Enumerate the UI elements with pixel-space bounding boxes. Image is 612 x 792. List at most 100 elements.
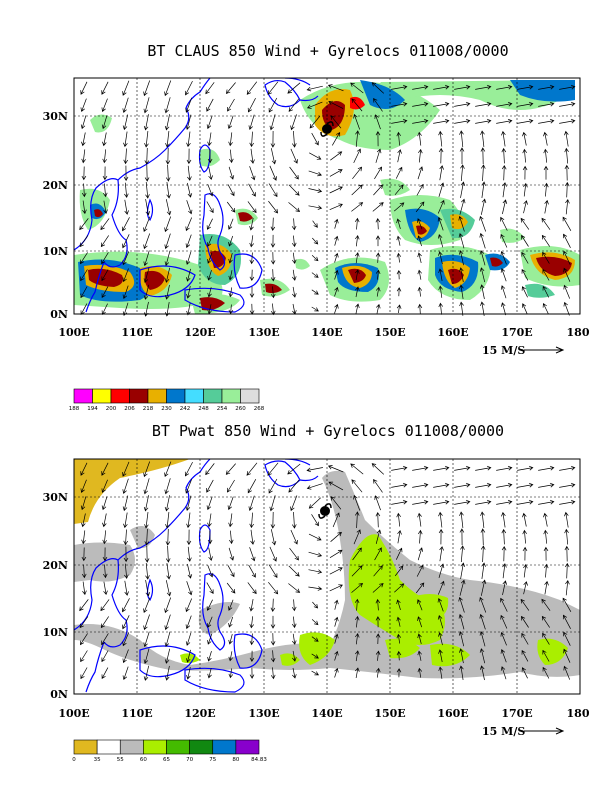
colorbar-label: 206 <box>124 406 135 412</box>
wind-arrow-icon <box>143 216 151 233</box>
wind-arrow-icon <box>164 461 172 478</box>
wind-arrow-icon <box>81 513 86 528</box>
cloud-region <box>295 258 310 270</box>
map-frame <box>73 77 581 315</box>
wind-arrow-icon <box>122 285 129 300</box>
wind-arrow-icon <box>248 495 255 511</box>
wind-arrow-icon <box>459 511 464 528</box>
wind-arrow-icon <box>122 461 130 477</box>
wind-arrow-icon <box>438 563 445 578</box>
wind-arrow-icon <box>270 598 276 613</box>
wind-arrow-icon <box>329 203 343 211</box>
wind-arrow-icon <box>81 564 87 579</box>
colorbar-swatch <box>240 388 260 404</box>
wind-arrow-icon <box>292 286 297 298</box>
wind-arrow-icon <box>396 650 402 661</box>
wind-arrow-icon <box>328 481 344 491</box>
wind-arrow-icon <box>185 632 192 646</box>
wind-arrow-icon <box>496 465 513 471</box>
wind-arrow-icon <box>502 580 508 596</box>
wind-arrow-icon <box>332 512 340 528</box>
wind-arrow-icon <box>542 649 550 662</box>
y-tick-label: 0N <box>50 688 68 701</box>
wind-arrow-icon <box>270 529 277 546</box>
wind-arrow-icon <box>247 201 257 214</box>
wind-arrow-icon <box>394 565 404 577</box>
wind-arrow-icon <box>185 97 193 113</box>
wind-arrow-icon <box>501 130 506 147</box>
wind-arrow-icon <box>559 499 576 505</box>
wind-arrow-icon <box>143 267 150 283</box>
colorbar-label: 84.83 <box>251 757 267 763</box>
wind-arrow-icon <box>433 84 450 90</box>
wind-arrow-icon <box>269 546 277 562</box>
wind-arrow-icon <box>164 597 172 614</box>
wind-arrow-icon <box>564 130 569 147</box>
wind-arrow-icon <box>164 97 171 114</box>
wind-arrow-icon <box>496 101 513 107</box>
wind-arrow-icon <box>396 616 401 627</box>
wind-arrow-icon <box>417 633 422 644</box>
wind-arrow-icon <box>479 267 486 283</box>
wind-arrow-icon <box>417 650 422 661</box>
wind-arrow-icon <box>374 547 382 561</box>
wind-arrow-icon <box>412 482 429 488</box>
wind-arrow-icon <box>544 199 549 214</box>
wind-arrow-icon <box>103 564 108 579</box>
wind-arrow-icon <box>559 118 576 124</box>
wind-arrow-icon <box>186 512 191 529</box>
wind-arrow-icon <box>433 482 450 488</box>
wind-arrow-icon <box>164 614 171 631</box>
wind-arrow-icon <box>459 528 465 546</box>
x-tick-label: 130E <box>248 326 279 339</box>
moisture-region <box>537 638 568 665</box>
x-tick-label: 120E <box>184 707 215 720</box>
wind-arrow-icon <box>229 149 234 164</box>
wind-arrow-icon <box>329 584 343 592</box>
cloud-region <box>94 209 103 218</box>
cloud-fields <box>74 80 580 314</box>
wind-arrow-icon <box>122 97 129 113</box>
map-frame <box>73 458 581 695</box>
wind-arrow-icon <box>412 118 429 124</box>
wind-arrow-icon <box>564 562 570 579</box>
wind-arrow-icon <box>480 528 486 546</box>
wind-arrow-icon <box>312 601 319 609</box>
wind-arrow-icon <box>308 569 323 574</box>
wind-arrow-icon <box>480 545 486 563</box>
wind-arrow-icon <box>433 465 450 471</box>
wind-arrow-icon <box>207 650 212 662</box>
wind-arrow-icon <box>143 648 150 664</box>
wind-arrow-icon <box>374 166 382 180</box>
wind-arrow-icon <box>249 131 254 148</box>
wind-arrow-icon <box>412 84 429 90</box>
wind-arrow-icon <box>80 269 88 282</box>
y-tick-label: 30N <box>43 110 68 123</box>
wind-arrow-icon <box>207 633 213 645</box>
wind-arrow-icon <box>270 148 277 165</box>
wind-arrow-icon <box>206 582 214 595</box>
wind-arrow-icon <box>228 287 234 298</box>
moisture-region <box>280 653 300 666</box>
wind-arrow-icon <box>207 668 212 679</box>
moisture-region <box>299 632 335 665</box>
wind-arrow-icon <box>565 580 570 596</box>
wind-arrow-icon <box>475 482 492 488</box>
wind-arrow-icon <box>355 303 360 314</box>
colorbar-swatch <box>129 388 149 404</box>
wind-arrow-icon <box>143 597 151 614</box>
wind-arrow-icon <box>375 269 381 280</box>
wind-arrow-icon <box>353 494 361 511</box>
wind-arrow-icon <box>391 118 408 124</box>
wind-arrow-icon <box>417 269 422 280</box>
wind-arrow-icon <box>460 164 465 182</box>
wind-arrow-icon <box>166 164 171 182</box>
wind-arrow-icon <box>228 235 234 247</box>
wind-arrow-icon <box>523 581 528 595</box>
wind-arrow-icon <box>249 269 255 281</box>
wind-arrow-icon <box>375 616 381 628</box>
colorbar-label: 80 <box>232 757 239 763</box>
wind-arrow-icon <box>229 530 234 545</box>
wind-arrow-icon <box>164 665 170 681</box>
wind-arrow-icon <box>329 567 343 575</box>
